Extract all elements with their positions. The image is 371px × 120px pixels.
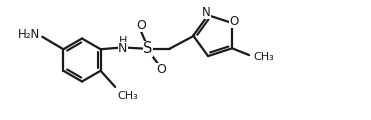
Text: N: N: [118, 42, 127, 55]
Text: S: S: [143, 41, 152, 56]
Text: O: O: [156, 63, 166, 76]
Text: H₂N: H₂N: [18, 28, 40, 41]
Text: O: O: [136, 19, 146, 32]
Text: N: N: [202, 6, 210, 19]
Text: H: H: [118, 36, 127, 46]
Text: CH₃: CH₃: [254, 52, 275, 62]
Text: O: O: [230, 15, 239, 27]
Text: CH₃: CH₃: [117, 91, 138, 101]
